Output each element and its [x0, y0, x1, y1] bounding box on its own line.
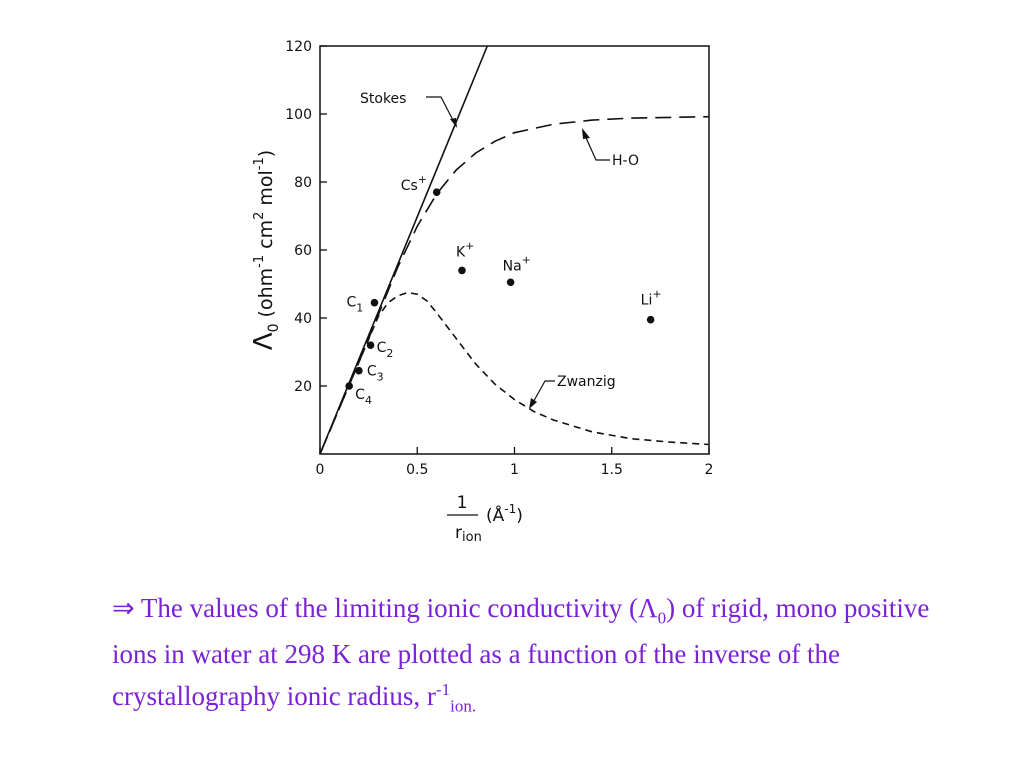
x-label-angstrom: (Å	[486, 504, 505, 526]
point-li	[646, 315, 655, 324]
point-k	[458, 266, 466, 275]
x-tick-label: 2	[705, 462, 714, 478]
point-label-c1: C1	[346, 295, 363, 315]
y-tick-label: 60	[294, 243, 312, 259]
curves	[319, 45, 710, 455]
ho-label: H-O	[612, 153, 639, 169]
point-label-cs: Cs+	[401, 173, 427, 194]
y-label-close: )	[255, 150, 277, 157]
data-points: Cs+ K+ Na+ Li+ C1 C2 C3 C4	[345, 173, 662, 407]
caption-text-2: ) of rigid, mono positive ions in water …	[112, 593, 930, 712]
stokes-arrowhead	[450, 118, 457, 128]
y-tick-label: 80	[294, 175, 312, 191]
point-label-na: Na+	[503, 253, 531, 274]
point-na	[506, 278, 515, 287]
zwanzig-label: Zwanzig	[557, 374, 616, 390]
y-tick-label: 100	[285, 107, 312, 123]
y-label-sup2: 2	[252, 212, 267, 220]
stokes-label: Stokes	[360, 91, 406, 107]
zwanzig-arrowhead	[529, 398, 537, 409]
point-label-li: Li+	[641, 288, 662, 309]
y-tick-label: 40	[294, 311, 312, 327]
x-label-ion: ion	[462, 530, 482, 545]
x-tick-label: 1	[510, 462, 519, 478]
y-label-symbol: Λ	[249, 332, 279, 350]
x-label-denominator: rion	[455, 523, 482, 545]
zwanzig-leader	[530, 380, 555, 407]
x-tick-label: 1.5	[601, 462, 623, 478]
point-c1	[370, 298, 379, 307]
x-label-unit-sup: -1	[504, 502, 516, 516]
plot-frame	[319, 45, 710, 455]
point-label-c4: C4	[355, 387, 372, 407]
y-label-sub0: 0	[266, 324, 282, 333]
caption-sub-0: 0	[657, 608, 667, 628]
y-label-open: (ohm	[255, 268, 277, 324]
y-tick-label: 20	[294, 379, 312, 395]
y-tick-label: 120	[285, 39, 312, 55]
point-c4	[345, 382, 353, 390]
point-cs	[432, 188, 441, 196]
y-axis-label: Λ0 (ohm-1 cm2 mol-1)	[249, 150, 282, 350]
stokes-leader	[426, 96, 457, 127]
x-label-numerator: 1	[457, 493, 468, 513]
x-axis-label: 1 rion (Å-1)	[447, 493, 523, 545]
x-label-unit-close: )	[516, 506, 523, 526]
point-label-c3: C3	[367, 364, 384, 384]
x-label-unit: (Å-1)	[486, 502, 523, 526]
y-label-sup3: -1	[252, 157, 267, 170]
caption: ⇒ The values of the limiting ionic condu…	[112, 590, 972, 725]
caption-text-1: The values of the limiting ionic conduct…	[134, 593, 658, 623]
x-tick-label: 0.5	[406, 462, 428, 478]
y-label-sup1: -1	[252, 255, 267, 268]
axis-ticks: 0 0.5 1 1.5 2 20 40 60 80 100 120	[285, 39, 713, 478]
zwanzig-curve	[319, 291, 710, 455]
caption-arrow: ⇒	[112, 593, 135, 623]
x-label-r: r	[455, 523, 462, 543]
ho-leader	[582, 130, 610, 161]
point-label-k: K+	[456, 239, 474, 260]
caption-sub-ion: ion.	[450, 696, 477, 716]
ho-arrowhead	[582, 128, 590, 139]
point-c3	[355, 366, 363, 375]
caption-sup: -1	[435, 680, 451, 700]
x-tick-label: 0	[316, 462, 325, 478]
y-label-cm: cm	[255, 220, 277, 255]
point-c2	[366, 341, 375, 350]
y-label-mol: mol	[255, 170, 277, 211]
point-label-c2: C2	[377, 340, 394, 360]
ho-curve	[319, 115, 710, 455]
